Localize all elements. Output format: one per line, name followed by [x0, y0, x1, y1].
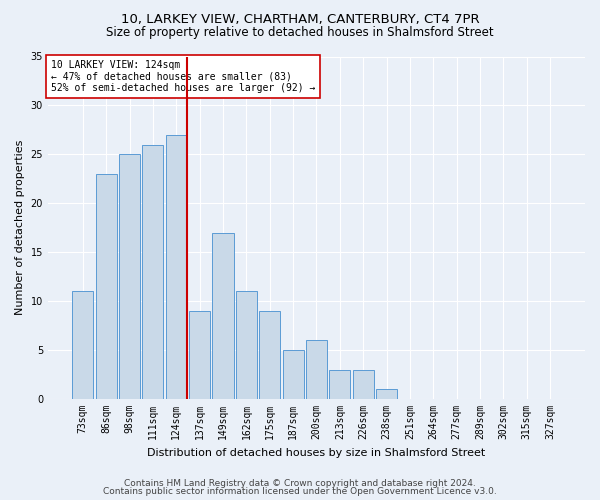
Bar — [236, 292, 257, 399]
Text: 10 LARKEY VIEW: 124sqm
← 47% of detached houses are smaller (83)
52% of semi-det: 10 LARKEY VIEW: 124sqm ← 47% of detached… — [50, 60, 315, 93]
Bar — [119, 154, 140, 399]
X-axis label: Distribution of detached houses by size in Shalmsford Street: Distribution of detached houses by size … — [148, 448, 485, 458]
Text: Contains public sector information licensed under the Open Government Licence v3: Contains public sector information licen… — [103, 487, 497, 496]
Text: Contains HM Land Registry data © Crown copyright and database right 2024.: Contains HM Land Registry data © Crown c… — [124, 478, 476, 488]
Y-axis label: Number of detached properties: Number of detached properties — [15, 140, 25, 316]
Bar — [353, 370, 374, 399]
Bar — [283, 350, 304, 399]
Bar — [259, 311, 280, 399]
Bar — [376, 390, 397, 399]
Text: 10, LARKEY VIEW, CHARTHAM, CANTERBURY, CT4 7PR: 10, LARKEY VIEW, CHARTHAM, CANTERBURY, C… — [121, 12, 479, 26]
Bar — [166, 135, 187, 399]
Bar — [73, 292, 94, 399]
Bar — [306, 340, 327, 399]
Bar — [142, 144, 163, 399]
Bar — [329, 370, 350, 399]
Text: Size of property relative to detached houses in Shalmsford Street: Size of property relative to detached ho… — [106, 26, 494, 39]
Bar — [212, 232, 233, 399]
Bar — [95, 174, 117, 399]
Bar — [189, 311, 210, 399]
